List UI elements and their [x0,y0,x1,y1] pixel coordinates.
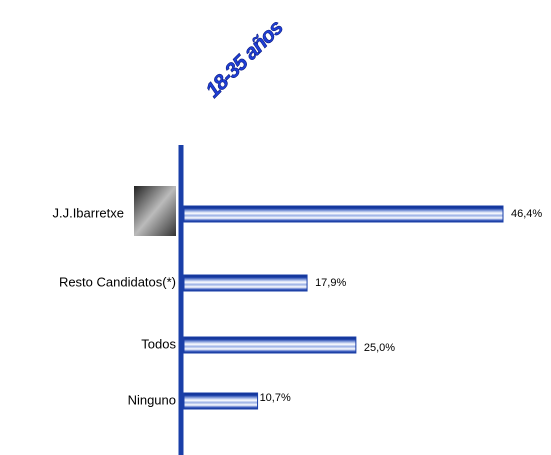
bar [183,392,259,410]
candidate-photo [134,186,176,236]
category-label: Todos [141,336,176,351]
value-label: 17,9% [315,277,346,289]
value-label: 46,4% [511,208,542,220]
value-label: 10,7% [260,392,291,404]
chart-title: 18-35 años [201,16,287,102]
category-label: Ninguno [128,392,176,407]
category-label: Resto Candidatos(*) [59,274,176,289]
bar [183,274,308,292]
category-label: J.J.Ibarretxe [52,205,124,220]
bar [183,336,357,354]
value-label: 25,0% [364,342,395,354]
bar [183,205,504,223]
